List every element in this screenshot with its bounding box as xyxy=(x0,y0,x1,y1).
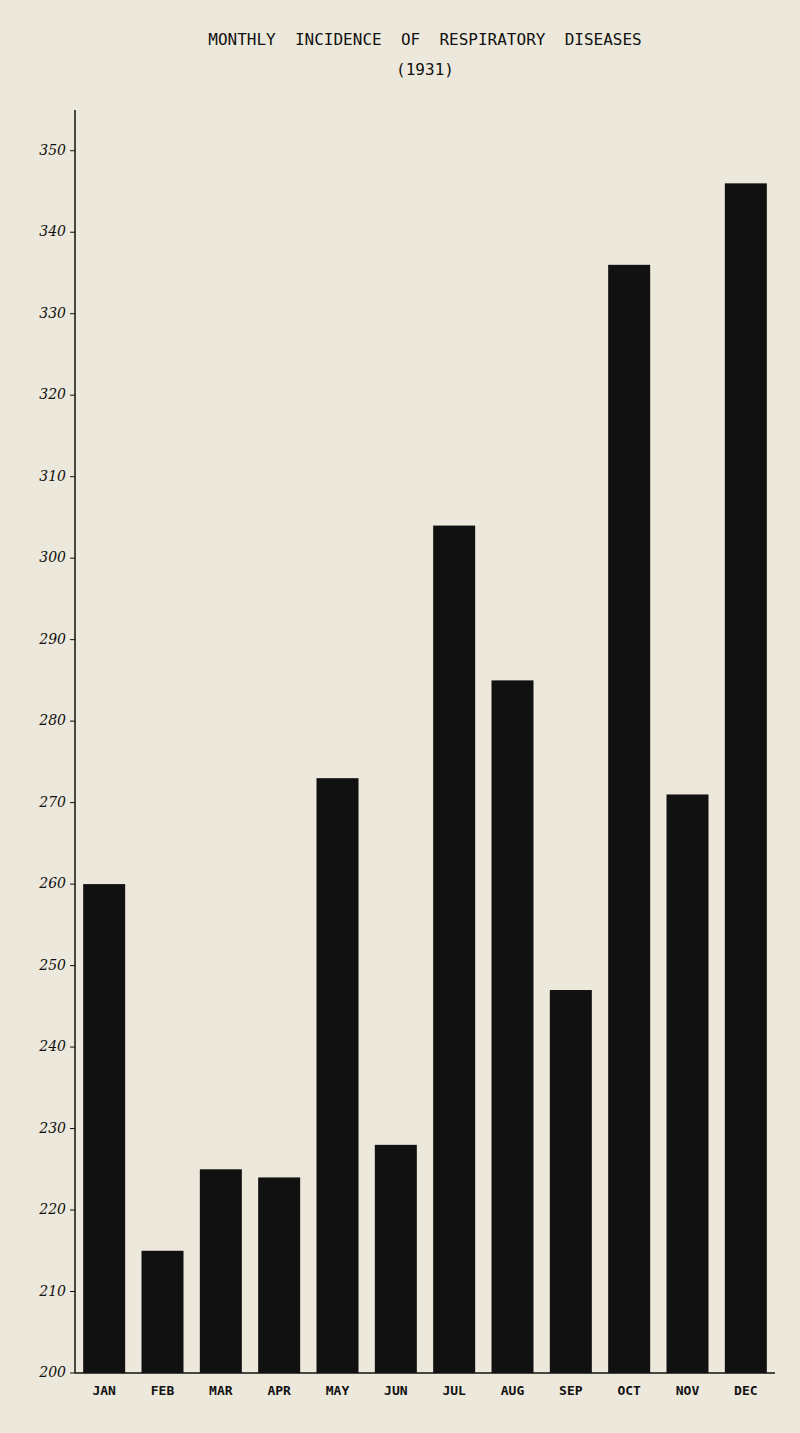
y-tick-label: 200 xyxy=(38,1364,66,1380)
y-axis-line xyxy=(74,110,76,1373)
y-tick-label: 350 xyxy=(39,142,66,158)
y-axis: 200 210 220 230 240 250 260 270 280 290 300 310 320 3… xyxy=(38,110,75,1380)
y-tick-label: 210 xyxy=(38,1283,66,1299)
bar xyxy=(550,990,592,1373)
y-tick xyxy=(70,150,75,151)
x-tick-label: FEB xyxy=(151,1383,175,1398)
x-tick-label: SEP xyxy=(559,1383,583,1398)
background xyxy=(0,0,800,1433)
bar xyxy=(667,794,709,1373)
x-tick-label: JUL xyxy=(442,1383,466,1398)
bar xyxy=(433,526,475,1373)
x-tick-label: MAY xyxy=(326,1383,350,1398)
y-tick xyxy=(70,232,75,233)
y-tick-label: 290 xyxy=(38,631,66,647)
bar xyxy=(258,1177,300,1373)
y-tick xyxy=(70,965,75,966)
y-tick xyxy=(70,558,75,559)
y-tick-label: 250 xyxy=(38,957,66,973)
title: MONTHLY INCIDENCE OF RESPIRATORY DISEASE… xyxy=(208,30,641,49)
x-tick-label: APR xyxy=(267,1383,291,1398)
bar xyxy=(725,183,767,1373)
chart: MONTHLY INCIDENCE OF RESPIRATORY DISEASE… xyxy=(0,0,800,1433)
x-tick-label: JAN xyxy=(92,1383,116,1398)
y-tick xyxy=(70,1047,75,1048)
bar xyxy=(83,884,125,1373)
y-tick-label: 220 xyxy=(38,1201,66,1217)
y-tick xyxy=(70,313,75,314)
bars xyxy=(83,183,767,1373)
bar xyxy=(608,265,650,1373)
y-tick-label: 280 xyxy=(38,712,66,728)
y-tick-label: 300 xyxy=(39,549,66,565)
y-tick xyxy=(70,1128,75,1129)
x-tick-label: MAR xyxy=(209,1383,233,1398)
y-tick-label: 270 xyxy=(38,794,66,810)
y-tick xyxy=(70,721,75,722)
x-tick-label: NOV xyxy=(676,1383,700,1398)
y-tick xyxy=(70,639,75,640)
bar xyxy=(375,1145,417,1373)
y-tick xyxy=(70,802,75,803)
y-tick-label: 310 xyxy=(39,468,66,484)
y-tick-label: 230 xyxy=(38,1120,66,1136)
y-tick xyxy=(70,1373,75,1374)
y-tick xyxy=(70,1210,75,1211)
x-tick-label: JUN xyxy=(384,1383,408,1398)
bar xyxy=(142,1251,184,1373)
subtitle: (1931) xyxy=(396,60,454,79)
x-axis-line xyxy=(75,1372,775,1374)
x-tick-label: OCT xyxy=(617,1383,641,1398)
y-tick xyxy=(70,884,75,885)
x-tick-label: DEC xyxy=(734,1383,757,1398)
y-tick-label: 330 xyxy=(39,305,66,321)
x-tick-label: AUG xyxy=(501,1383,525,1398)
y-tick-label: 240 xyxy=(38,1038,66,1054)
y-tick-label: 320 xyxy=(39,386,66,402)
bar xyxy=(317,778,359,1373)
chart-container: MONTHLY INCIDENCE OF RESPIRATORY DISEASE… xyxy=(0,0,800,1433)
x-axis: JAN FEB MAR APR MAY JUN JUL AUG SEP OCT NOV DEC xyxy=(75,1373,775,1398)
bar xyxy=(492,680,534,1373)
y-tick xyxy=(70,1291,75,1292)
y-tick-label: 260 xyxy=(38,875,66,891)
y-tick xyxy=(70,476,75,477)
bar xyxy=(200,1169,242,1373)
y-tick xyxy=(70,395,75,396)
y-tick-label: 340 xyxy=(39,223,66,239)
